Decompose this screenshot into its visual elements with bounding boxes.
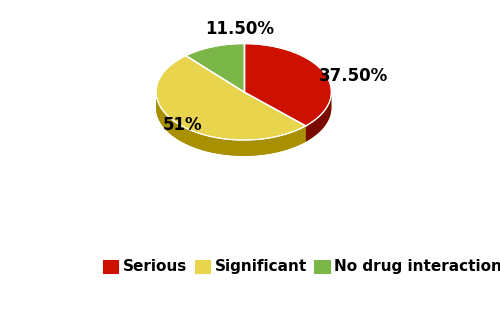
- Polygon shape: [156, 92, 332, 156]
- Polygon shape: [156, 56, 306, 140]
- Polygon shape: [244, 44, 332, 126]
- Polygon shape: [156, 92, 306, 156]
- Polygon shape: [306, 91, 332, 142]
- Legend: Serious, Significant, No drug interactions: Serious, Significant, No drug interactio…: [96, 253, 500, 281]
- Text: 11.50%: 11.50%: [205, 20, 274, 38]
- Text: 37.50%: 37.50%: [318, 67, 388, 85]
- Polygon shape: [186, 44, 244, 92]
- Text: 51%: 51%: [162, 116, 202, 134]
